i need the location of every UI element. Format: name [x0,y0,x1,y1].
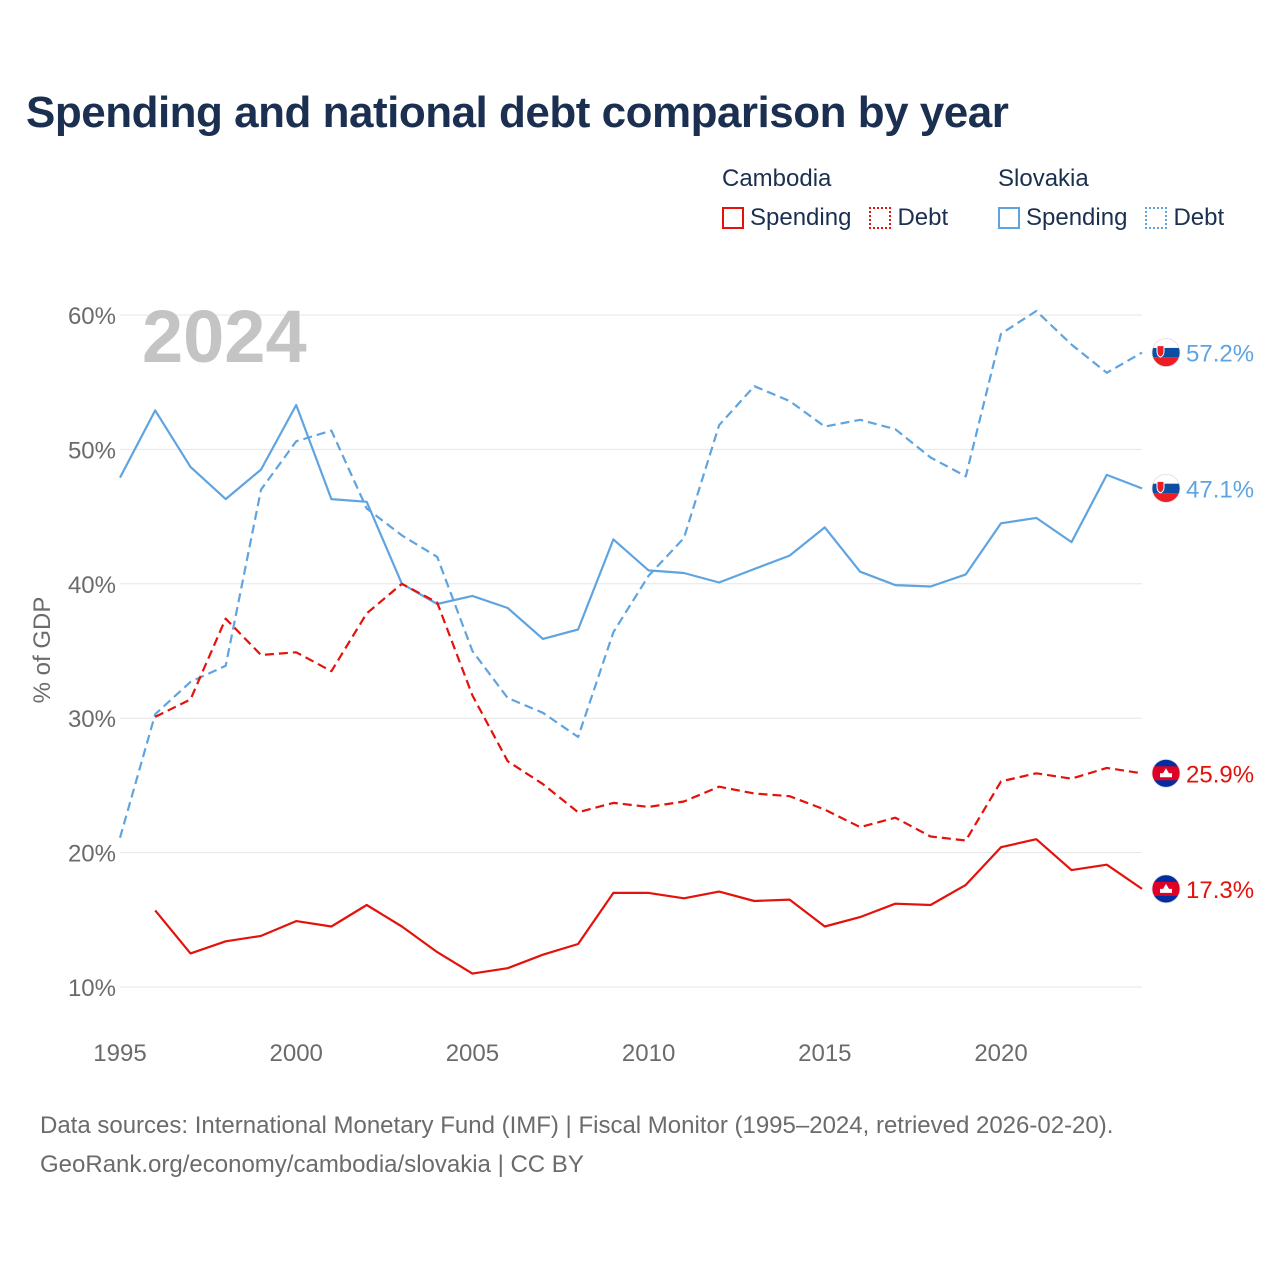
legend-swatch-slovakia-spending [998,207,1020,229]
line-cambodia-spending [154,838,1143,975]
legend-group-cambodia: Cambodia Spending Debt [722,162,966,232]
slovakia-flag-icon [1152,338,1180,367]
series-lines [118,309,1143,975]
end-label-slovakia-spending: 47.1% [1186,476,1254,503]
end-marker-cambodia-debt [1151,758,1181,788]
x-tick-label: 2005 [446,1040,499,1067]
y-tick-label: 40% [68,572,116,599]
legend-group-slovakia: Slovakia Spending Debt [998,162,1242,232]
legend-item-cambodia-debt[interactable]: Debt [869,204,948,232]
legend-swatch-cambodia-debt [869,207,892,229]
line-cambodia-debt [154,582,1143,842]
y-tick-label: 30% [68,706,116,733]
legend-item-cambodia-spending[interactable]: Spending [722,204,851,232]
source-line-1: Data sources: International Monetary Fun… [40,1112,1114,1139]
source-note: Data sources: International Monetary Fun… [40,1106,1113,1184]
legend-swatch-cambodia-spending [722,207,744,229]
x-axis-ticks: 1995 2000 2005 2010 2015 2020 [93,1040,1027,1067]
legend-country-slovakia: Slovakia [998,165,1089,192]
cambodia-flag-icon [1152,759,1180,788]
chart-title: Spending and national debt comparison by… [26,88,1009,137]
series-end-markers: 57.2% 47.1% 25.9% 17.3% [1151,338,1254,904]
end-marker-cambodia-spending [1151,874,1181,904]
cambodia-flag-icon [1152,874,1180,903]
year-watermark: 2024 [142,295,307,378]
legend-label-slovakia-debt: Debt [1173,204,1225,231]
line-slovakia-debt [118,309,1143,839]
end-label-slovakia-debt: 57.2% [1186,341,1254,368]
y-axis-ticks: 10% 20% 30% 40% 50% 60% [68,303,116,1002]
end-marker-slovakia-spending [1151,473,1181,503]
legend-item-slovakia-debt[interactable]: Debt [1145,204,1224,232]
legend-country-cambodia: Cambodia [722,165,832,192]
legend-label-cambodia-spending: Spending [750,204,852,231]
x-tick-label: 2010 [622,1040,675,1067]
legend-swatch-slovakia-debt [1145,207,1168,229]
legend-label-slovakia-spending: Spending [1026,204,1128,231]
y-tick-label: 20% [68,841,116,868]
end-label-cambodia-spending: 17.3% [1186,877,1254,904]
x-tick-label: 2020 [974,1040,1027,1067]
x-tick-label: 2015 [798,1040,851,1067]
y-tick-label: 10% [68,975,116,1002]
legend-item-slovakia-spending[interactable]: Spending [998,204,1127,232]
x-tick-label: 2000 [270,1040,323,1067]
source-line-2[interactable]: GeoRank.org/economy/cambodia/slovakia | … [40,1151,584,1178]
end-label-cambodia-debt: 25.9% [1186,761,1254,788]
slovakia-flag-icon [1152,474,1180,503]
x-tick-label: 1995 [93,1040,146,1067]
y-axis-label: % of GDP [29,597,56,704]
end-marker-slovakia-debt [1151,338,1181,368]
line-chart: 10% 20% 30% 40% 50% 60% 1995 2000 2005 2010 2015 2… [29,295,1254,1067]
y-tick-label: 50% [68,437,116,464]
y-tick-label: 60% [68,303,116,330]
legend-label-cambodia-debt: Debt [897,204,949,231]
gridlines [120,314,1142,988]
line-slovakia-spending [119,403,1143,641]
